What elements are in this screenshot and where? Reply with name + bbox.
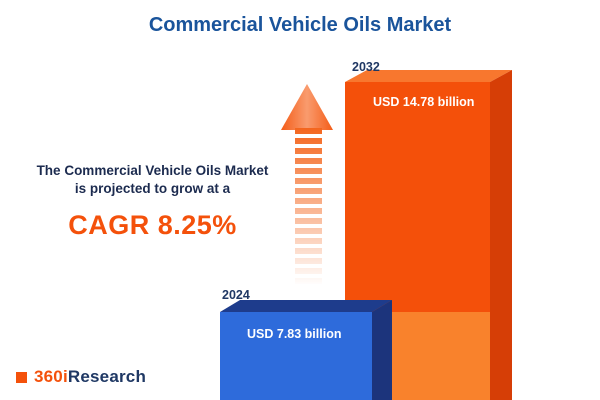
bar-2024-value-label: USD 7.83 billion [247,327,342,341]
bar-2032-highlight [392,312,490,400]
logo-text: 360iResearch [34,367,146,387]
growth-arrow-body-icon [295,128,322,286]
bar-2024-year-label: 2024 [222,288,250,302]
summary-line-1: The Commercial Vehicle Oils Market [36,163,269,178]
logo-prefix: 360i [34,367,68,386]
bar-2024-side-face [372,300,392,400]
summary-line-2: is projected to grow at a [74,181,231,197]
market-summary: The Commercial Vehicle Oils Market is pr… [5,162,300,244]
logo-suffix: Research [67,367,147,386]
bar-2032-top-face [345,70,512,82]
cagr-value: CAGR 8.25% [68,210,237,241]
bar-2024-top-face [220,300,392,312]
company-logo: 360iResearch [16,367,146,387]
page-title: Commercial Vehicle Oils Market [148,14,452,36]
logo-square-icon [16,371,27,383]
bar-2032-side-face [490,70,512,400]
bar-2032-year-label: 2032 [352,60,380,74]
bar-2032-value-label: USD 14.78 billion [373,95,475,109]
bar-2024-front-face [220,312,372,400]
bar-2024 [220,300,392,400]
